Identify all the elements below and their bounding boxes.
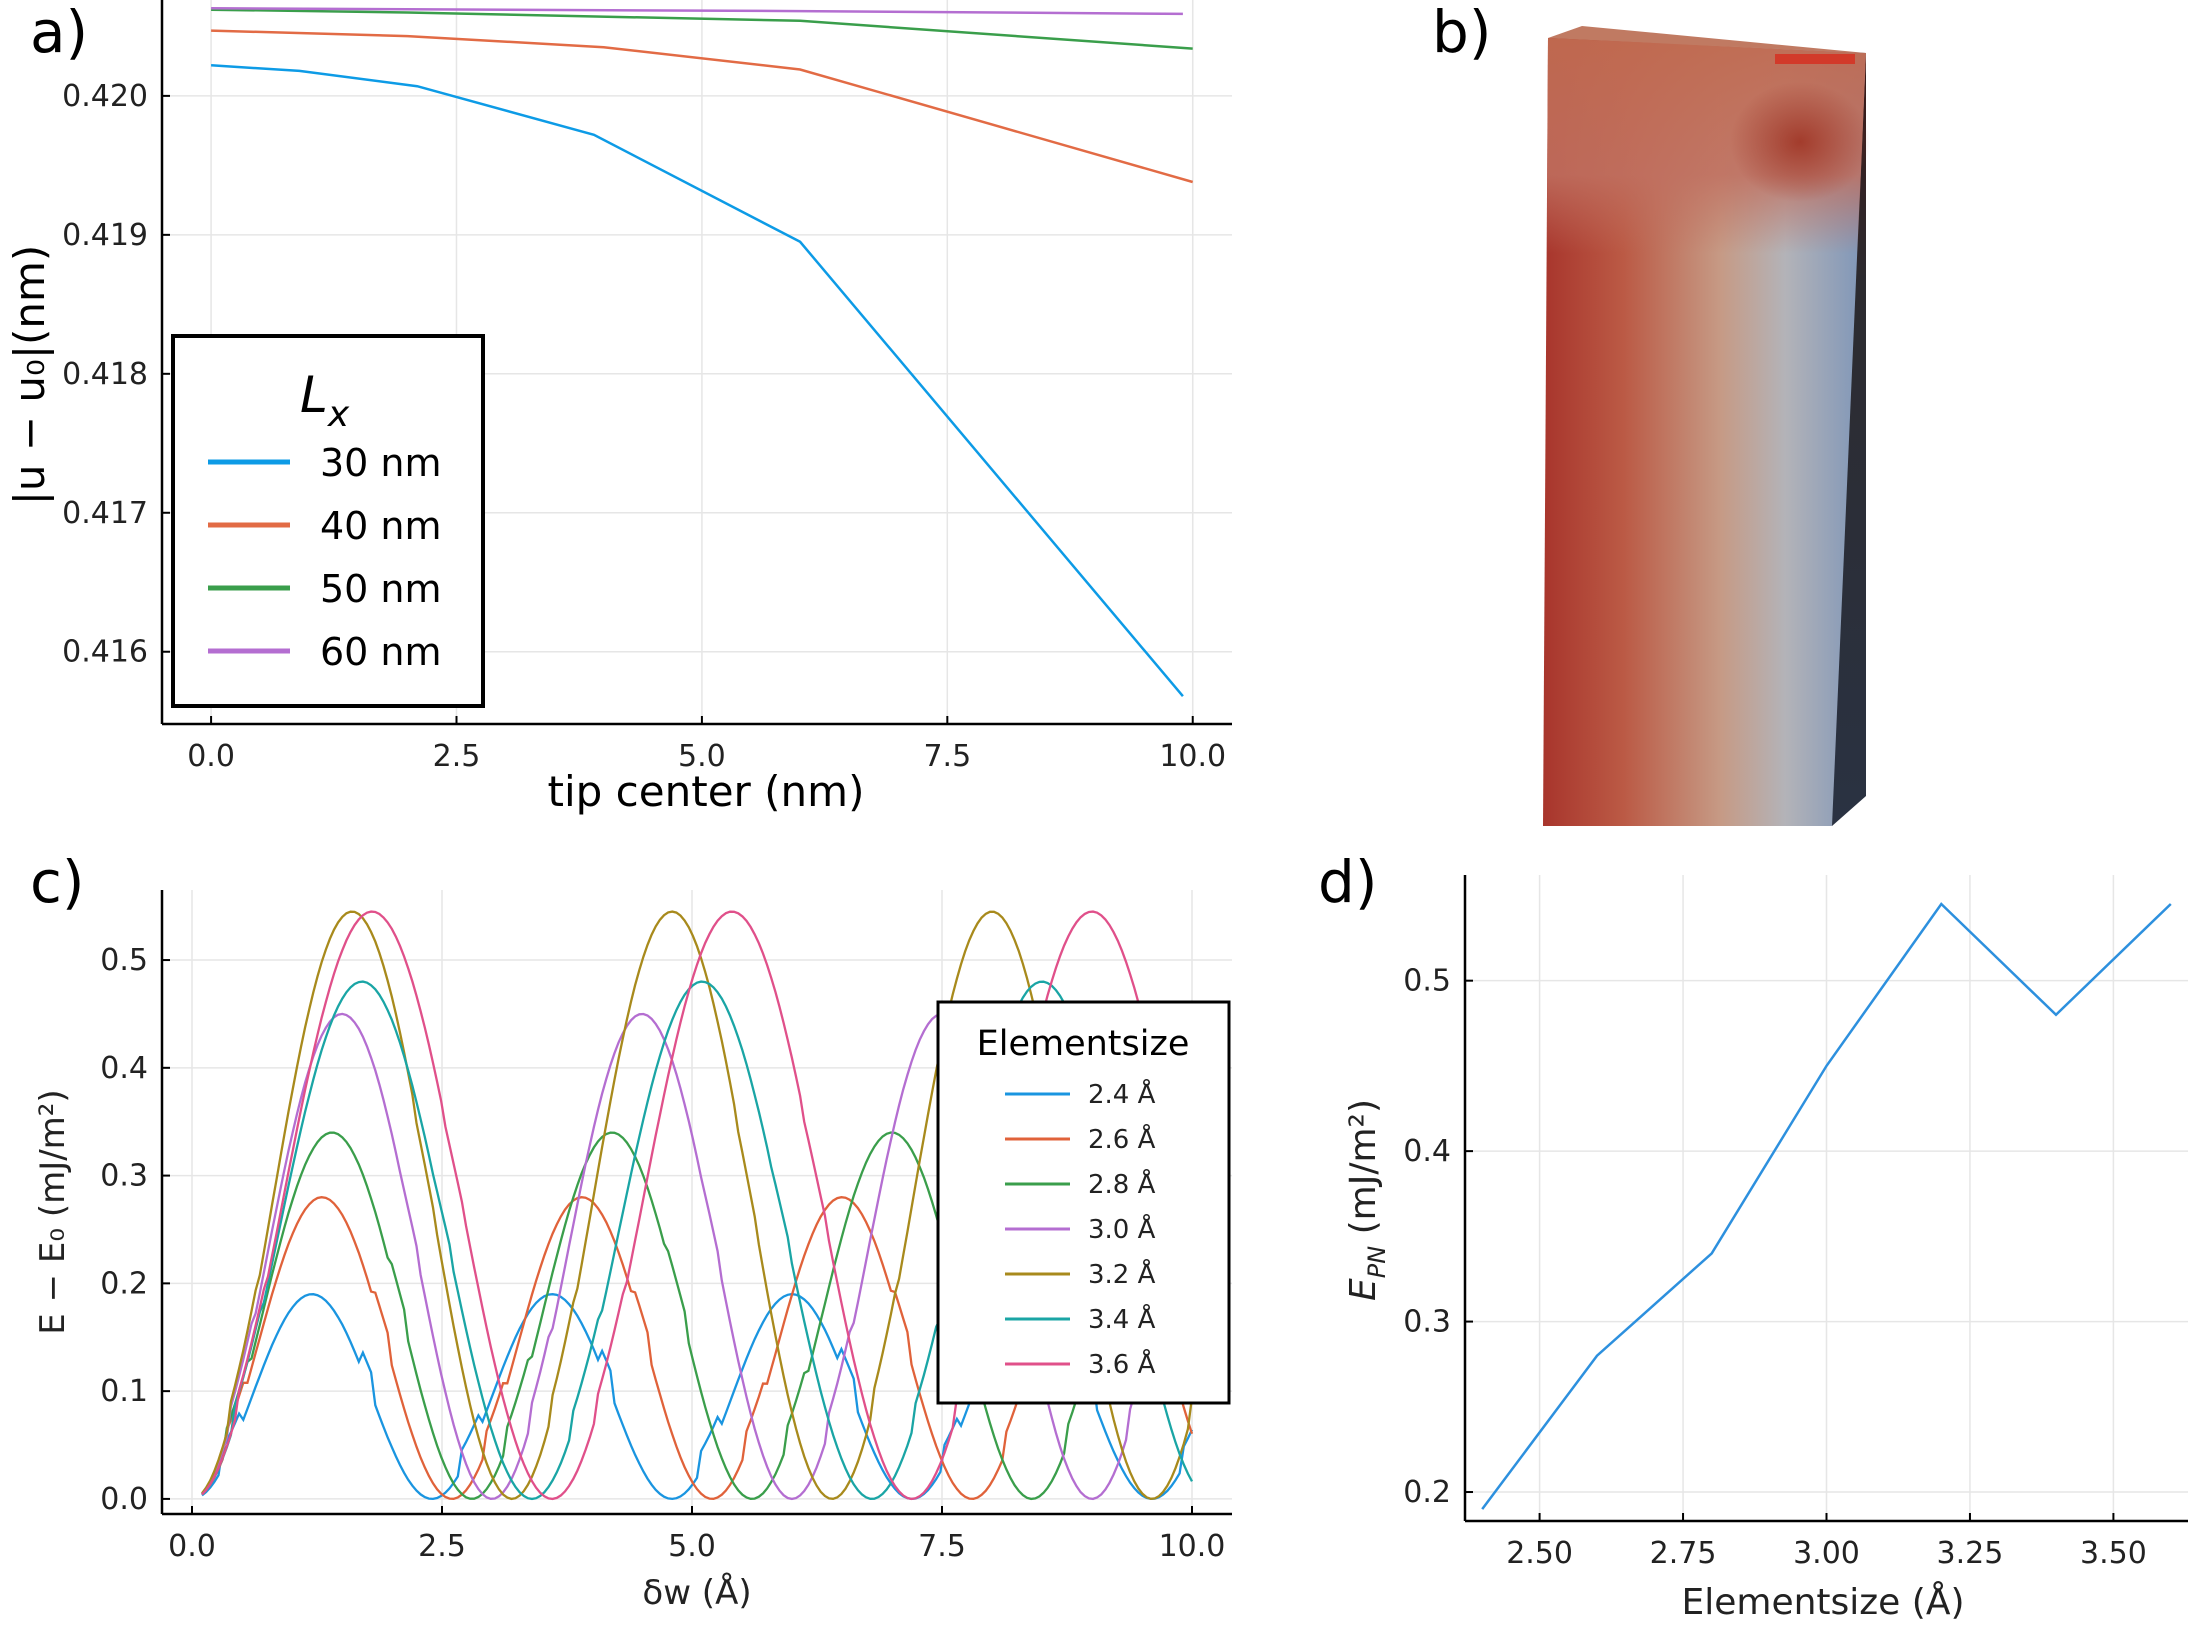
chart-c-ytick-label: 0.4 (100, 1051, 148, 1086)
chart-d-x-title: Elementsize (Å) (1681, 1580, 1964, 1623)
chart-a-series-line (211, 64, 1184, 698)
chart-c-legend-label: 2.6 Å (1088, 1123, 1156, 1155)
block-edge-highlight (1775, 54, 1855, 64)
chart-c-legend: Elementsize 2.4 Å 2.6 Å 2.8 Å 3.0 Å 3.2 Å 3.4… (936, 1000, 1231, 1405)
chart-c-legend-label: 3.6 Å (1088, 1348, 1156, 1380)
chart-c-legend-label: 3.4 Å (1088, 1303, 1156, 1335)
chart-d-series-line (1481, 902, 2172, 1510)
chart-c-ytick-label: 0.3 (100, 1159, 148, 1194)
chart-c-ytick-label: 0.1 (100, 1374, 148, 1409)
panel-label-b: b) (1432, 0, 1491, 66)
chart-d-y-title-unit: (mJ/m²) (1343, 1099, 1384, 1246)
chart-a-y-title: |u − u₀|(nm) (5, 245, 54, 506)
chart-c-ytick-label: 0.0 (100, 1482, 148, 1517)
chart-d-y-title-main: E (1343, 1278, 1384, 1301)
chart-c-series-line (201, 1131, 1193, 1501)
chart-a-legend-title-sub: x (327, 394, 350, 435)
chart-a-series-line (211, 7, 1183, 16)
chart-c-xtick-label: 7.5 (918, 1529, 966, 1564)
chart-a-series-line (211, 29, 1194, 184)
chart-d-xtick-label: 2.50 (1506, 1536, 1573, 1571)
chart-c: 0.0 2.5 5.0 7.5 10.0 0.0 0.1 0.2 0.3 0.4 0.5 δw (Å… (33, 890, 1232, 1613)
chart-a-legend-label: 60 nm (320, 630, 442, 674)
chart-c-xtick-label: 5.0 (668, 1529, 716, 1564)
chart-a-legend-title: Lx (300, 366, 350, 435)
chart-d-ytick-label: 0.2 (1403, 1475, 1451, 1510)
chart-a-ytick-label: 0.419 (62, 218, 148, 253)
chart-d-xtick-label: 3.25 (1937, 1536, 2004, 1571)
chart-a-x-title: tip center (nm) (548, 767, 865, 816)
chart-a-xtick-label: 7.5 (923, 739, 971, 774)
chart-c-legend-box (936, 1000, 1231, 1405)
chart-a: 0.0 2.5 5.0 7.5 10.0 0.420 0.419 0.418 0.417 0.41… (5, 0, 1232, 816)
chart-c-xtick-label: 2.5 (418, 1529, 466, 1564)
fem-block-rendering (1543, 26, 1870, 826)
chart-d-xtick-label: 2.75 (1650, 1536, 1717, 1571)
chart-a-ytick-label: 0.416 (62, 635, 148, 670)
panel-label-c: c) (30, 848, 85, 916)
chart-c-legend-label: 2.4 Å (1088, 1078, 1156, 1110)
chart-d-y-title-sub: PN (1363, 1246, 1391, 1278)
chart-c-legend-label: 3.0 Å (1088, 1213, 1156, 1245)
chart-d-ytick-label: 0.4 (1403, 1134, 1451, 1169)
chart-a-xtick-label: 10.0 (1159, 739, 1226, 774)
chart-a-legend-label: 50 nm (320, 567, 442, 611)
block-hot-spot (1730, 82, 1870, 202)
chart-c-series-line (201, 980, 1194, 1501)
chart-a-legend-label: 40 nm (320, 504, 442, 548)
chart-c-legend-label: 3.2 Å (1088, 1258, 1156, 1290)
chart-d-xtick-label: 3.50 (2080, 1536, 2147, 1571)
chart-c-legend-title: Elementsize (977, 1024, 1190, 1064)
chart-c-y-title: E − E₀ (mJ/m²) (33, 1089, 73, 1334)
panel-label-d: d) (1318, 848, 1377, 916)
chart-d-ytick-label: 0.3 (1403, 1305, 1451, 1340)
chart-d: 2.50 2.75 3.00 3.25 3.50 0.2 0.3 0.4 0.5 Element… (1343, 875, 2188, 1623)
chart-a-xtick-label: 2.5 (433, 739, 481, 774)
chart-a-ytick-label: 0.417 (62, 496, 148, 531)
chart-a-legend: Lx 30 nm 40 nm 50 nm 60 nm (171, 334, 485, 708)
chart-a-legend-label: 30 nm (320, 441, 442, 485)
chart-a-ytick-label: 0.420 (62, 79, 148, 114)
chart-a-legend-title-main: L (300, 366, 328, 424)
chart-a-series-line (211, 8, 1193, 50)
chart-c-legend-label: 2.8 Å (1088, 1168, 1156, 1200)
chart-c-xtick-label: 10.0 (1159, 1529, 1226, 1564)
chart-c-series-line (201, 910, 1194, 1501)
chart-a-xtick-label: 0.0 (187, 739, 235, 774)
chart-a-ytick-label: 0.418 (62, 357, 148, 392)
chart-d-y-title: EPN (mJ/m²) (1343, 1099, 1391, 1301)
panel-label-a: a) (30, 0, 88, 66)
chart-c-xtick-label: 0.0 (168, 1529, 216, 1564)
chart-a-xtick-label: 5.0 (678, 739, 726, 774)
chart-c-ytick-label: 0.5 (100, 943, 148, 978)
chart-c-ytick-label: 0.2 (100, 1266, 148, 1301)
chart-d-ytick-label: 0.5 (1403, 964, 1451, 999)
chart-d-xtick-label: 3.00 (1793, 1536, 1860, 1571)
chart-a-legend-box (171, 334, 485, 708)
chart-c-x-title: δw (Å) (642, 1572, 751, 1613)
